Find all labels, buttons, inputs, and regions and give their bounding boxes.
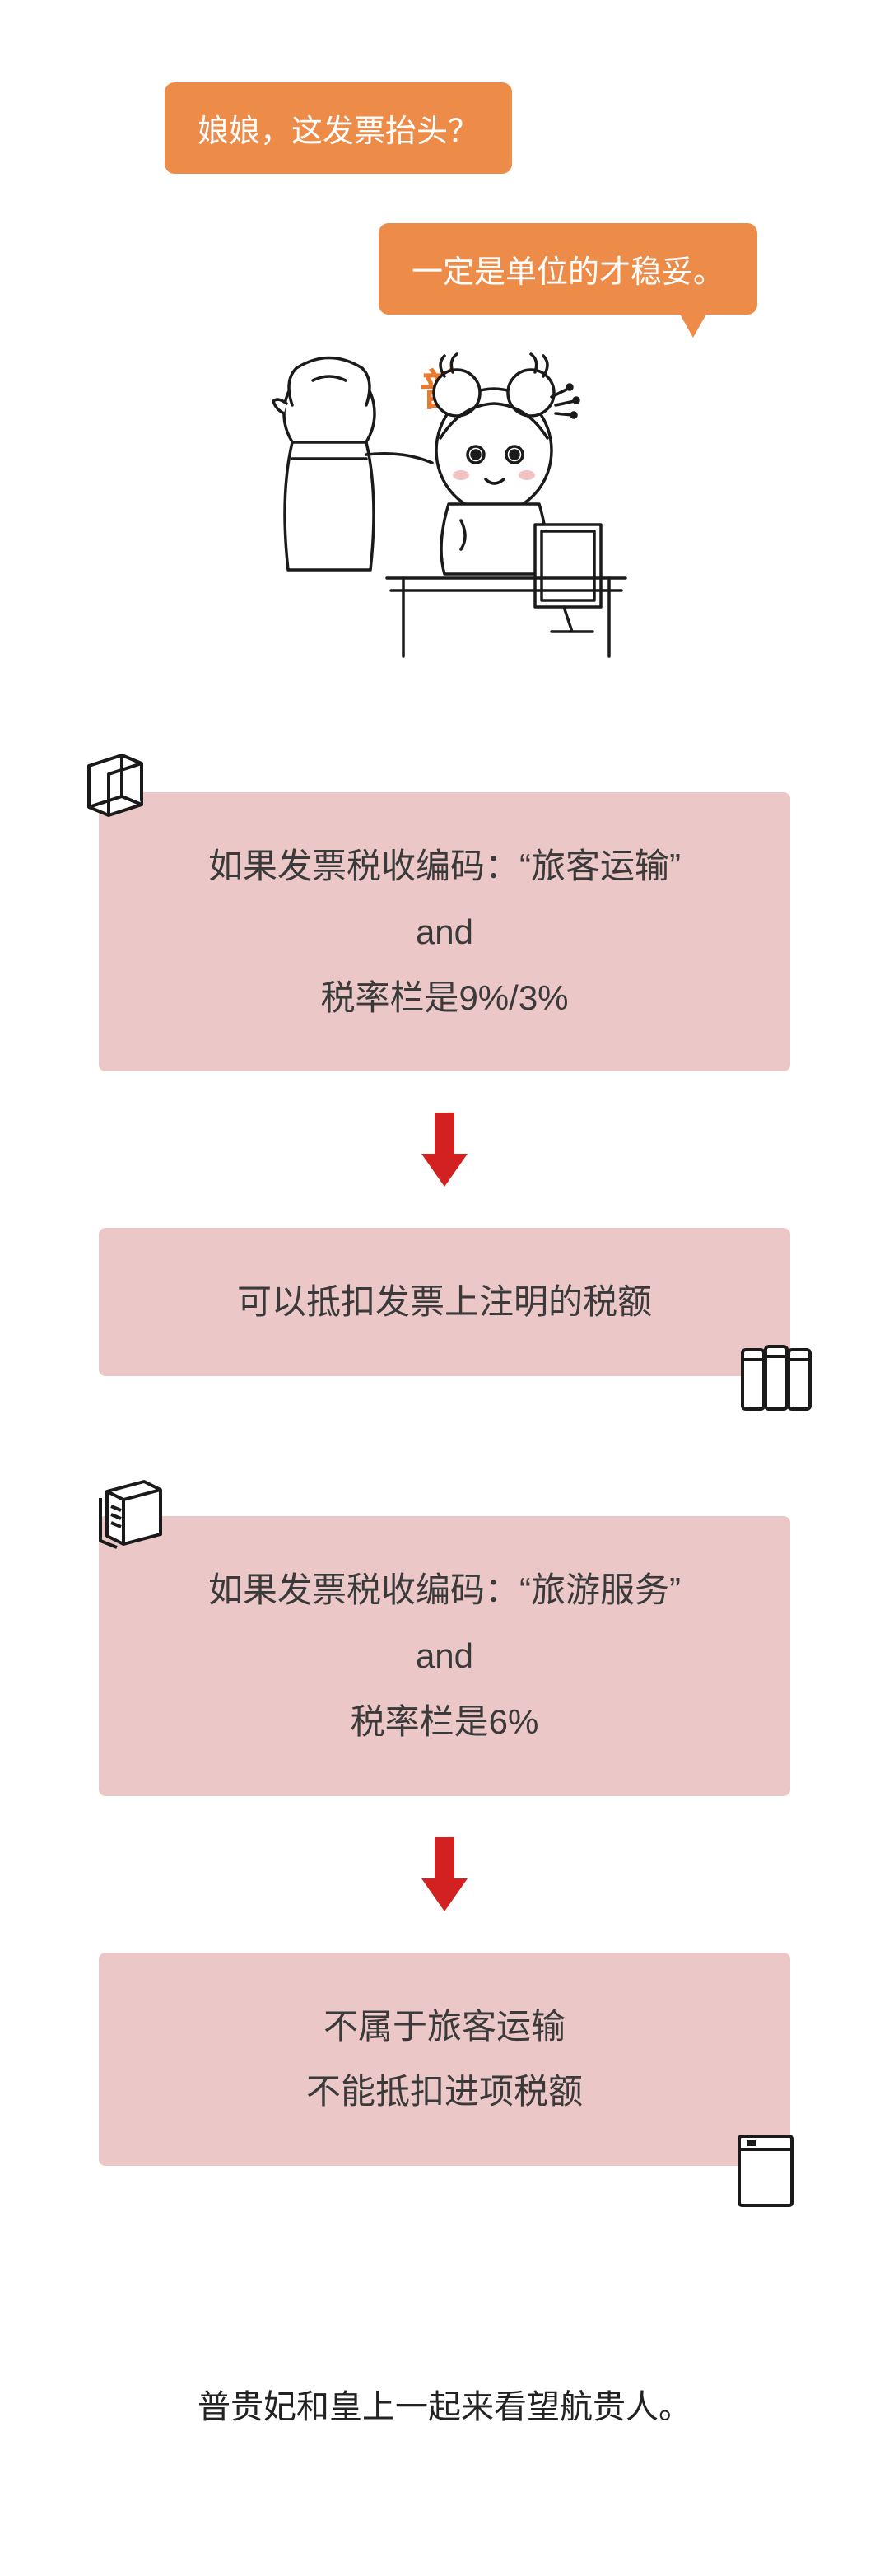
characters-drawing-icon [214, 331, 675, 660]
flow2-box1-line3: 税率栏是6% [132, 1689, 757, 1755]
speech-bubble-1-wrap: 娘娘，这发票抬头？ [165, 82, 790, 174]
flow1-condition-box: 如果发票税收编码：“旅客运输” and 税率栏是9%/3% [99, 792, 790, 1071]
flow2-box2-line1: 不属于旅客运输 [132, 1994, 757, 2060]
speech-bubble-1: 娘娘，这发票抬头？ [165, 82, 512, 174]
footer-narration: 普贵妃和皇上一起来看望航贵人。 [99, 2380, 790, 2428]
books-stack-icon [733, 1335, 815, 1417]
speech-bubble-2-wrap: 一定是单位的才稳妥。 [99, 223, 757, 315]
speech-bubble-1-text: 娘娘，这发票抬头？ [198, 114, 479, 149]
flow1-box1-line1: 如果发票税收编码：“旅客运输” [132, 833, 757, 899]
flow2-box1-line2: and [132, 1623, 757, 1689]
flow1-result-box: 可以抵扣发票上注明的税额 [99, 1228, 790, 1376]
flow2-result-box: 不属于旅客运输 不能抵扣进项税额 [99, 1953, 790, 2167]
book-open-icon [74, 743, 156, 825]
comic-illustration: 普 [99, 331, 790, 677]
flow1-box2-line1: 可以抵扣发票上注明的税额 [132, 1269, 757, 1335]
flow2-box1-line1: 如果发票税收编码：“旅游服务” [132, 1557, 757, 1623]
flow2-box2-line2: 不能抵扣进项税额 [132, 2059, 757, 2125]
flow1-box1-line2: and [132, 899, 757, 965]
arrow-down-2 [99, 1837, 790, 1911]
notebook-icon [724, 2125, 807, 2207]
arrow-down-1 [99, 1113, 790, 1187]
speech-bubble-2: 一定是单位的才稳妥。 [379, 223, 757, 315]
flow1-box1-line3: 税率栏是9%/3% [132, 965, 757, 1031]
speech-bubble-2-text: 一定是单位的才稳妥。 [412, 255, 724, 290]
books-pile-icon [82, 1467, 165, 1549]
flow2-condition-box: 如果发票税收编码：“旅游服务” and 税率栏是6% [99, 1516, 790, 1795]
